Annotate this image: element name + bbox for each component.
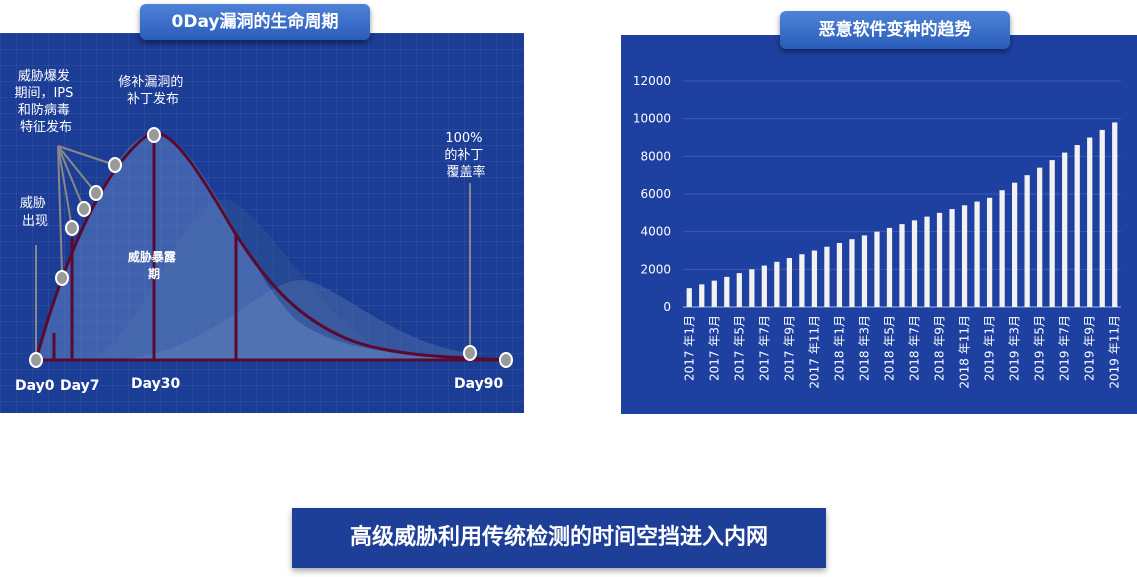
bar (974, 201, 980, 307)
x-tick-label: 2017 年5月 (732, 315, 746, 381)
day-label-day7: Day7 (60, 378, 100, 394)
bar (949, 209, 955, 307)
bar (961, 205, 968, 307)
bar (1037, 167, 1043, 307)
bar (786, 258, 792, 307)
bar (1112, 122, 1118, 307)
lifecycle-diagram: 威胁 出现 威胁爆发 期间，IPS 和防病毒 特征发布 修补漏洞的 补丁发布 1… (14, 68, 513, 394)
x-tick-label: 2019 年1月 (983, 315, 997, 381)
malware-trend-bar-chart: 0 2000 4000 6000 8000 10000 12000 2017 年1月 2017… (633, 74, 1122, 389)
label-full-coverage: 100% 的补丁 覆盖率 (444, 131, 487, 180)
bar (1049, 160, 1055, 307)
bar (774, 261, 780, 307)
x-tick-label: 2018 年3月 (857, 315, 871, 381)
bar (799, 254, 805, 307)
bar (1087, 137, 1093, 307)
bar (686, 288, 692, 307)
x-tick-label: 2017 年1月 (682, 315, 696, 381)
bar (999, 190, 1005, 307)
bar (874, 231, 880, 307)
bar (824, 246, 830, 307)
day-label-day90: Day90 (454, 376, 504, 392)
label-exposure: 威胁暴露 期 (128, 249, 180, 281)
day-label-day0: Day0 (15, 378, 55, 394)
bar (1062, 152, 1068, 307)
bar (836, 242, 843, 307)
bar (986, 197, 993, 307)
bar (1012, 182, 1018, 307)
bar (711, 280, 717, 307)
y-tick-label: 8000 (640, 149, 671, 163)
bar (886, 227, 893, 307)
x-tick-label: 2019 年7月 (1058, 315, 1072, 381)
lifecycle-curve (34, 131, 507, 362)
label-outbreak: 威胁爆发 期间，IPS 和防病毒 特征发布 (14, 68, 77, 135)
x-tick-label: 2017 年9月 (782, 315, 796, 381)
x-tick-label: 2017 年3月 (707, 315, 721, 381)
bg-hump-main (36, 133, 470, 359)
trend-title: 恶意软件变种的趋势 (780, 11, 1010, 49)
y-tick-label: 12000 (633, 74, 671, 88)
x-tick-label: 2019 年3月 (1008, 315, 1022, 381)
y-tick-label: 4000 (640, 225, 671, 239)
bar (861, 235, 868, 307)
x-tick-label: 2019 年9月 (1083, 315, 1097, 381)
x-tick-label: 2019 年11月 (1108, 315, 1122, 389)
bg-hump-right (120, 280, 470, 359)
bar (811, 250, 818, 307)
y-tick-label: 0 (663, 300, 671, 314)
milestone-nodes (29, 127, 513, 368)
bar (1074, 145, 1080, 307)
bar (736, 273, 742, 307)
x-tick-label: 2017 年11月 (807, 315, 821, 389)
x-tick-label: 2018 年5月 (882, 315, 896, 381)
bar (761, 265, 767, 307)
x-tick-label: 2018 年9月 (933, 315, 947, 381)
x-tick-label: 2019 年5月 (1033, 315, 1047, 381)
bar (724, 276, 730, 307)
bar (936, 212, 943, 307)
label-patch-release: 修补漏洞的 补丁发布 (118, 74, 187, 107)
y-tick-label: 6000 (640, 187, 671, 201)
x-tick-label: 2017 年7月 (757, 315, 771, 381)
bar (1099, 129, 1105, 307)
label-threat-appears: 威胁 出现 (20, 196, 50, 229)
bar (699, 284, 705, 307)
bar (849, 239, 855, 307)
y-tick-label: 10000 (633, 112, 671, 126)
x-tick-label: 2018 年7月 (908, 315, 922, 381)
x-tick-label: 2018 年1月 (832, 315, 846, 381)
x-tick-label: 2018 年11月 (958, 315, 972, 389)
lifecycle-title: 0Day漏洞的生命周期 (140, 4, 370, 40)
bar (924, 216, 930, 307)
day-label-day30: Day30 (131, 376, 181, 392)
trend-chart-panel: 0 2000 4000 6000 8000 10000 12000 2017 年1月 2017… (621, 35, 1137, 414)
bar (749, 269, 755, 307)
y-tick-label: 2000 (640, 262, 671, 276)
lifecycle-diagram-panel: 威胁 出现 威胁爆发 期间，IPS 和防病毒 特征发布 修补漏洞的 补丁发布 1… (0, 33, 524, 413)
bar (1024, 175, 1030, 307)
conclusion-banner: 高级威胁利用传统检测的时间空挡进入内网 (292, 508, 826, 568)
bar (911, 220, 918, 307)
bar (899, 224, 905, 307)
